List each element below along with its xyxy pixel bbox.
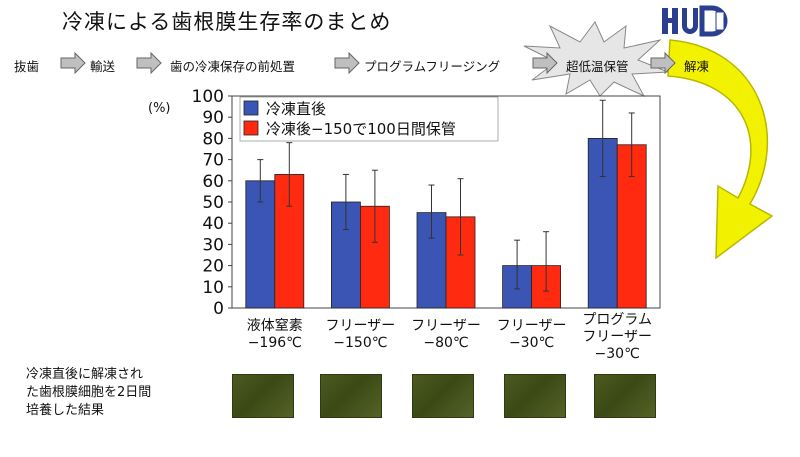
caption-line: 冷凍直後に解凍され	[26, 367, 144, 382]
caption-line: 培養した結果	[26, 403, 105, 418]
caption-line: た歯根膜細胞を2日間	[26, 385, 152, 400]
flow-step-thaw: 解凍	[684, 59, 710, 74]
x-tick-label: フリーザー −80℃	[411, 318, 481, 351]
flow-step-extraction: 抜歯	[14, 59, 40, 74]
x-tick-label: 液体窒素 −196℃	[246, 318, 303, 351]
y-tick-label: 80	[202, 129, 224, 149]
y-tick-label: 60	[202, 172, 224, 192]
legend-swatch	[243, 120, 259, 136]
y-tick-label: 100	[192, 87, 224, 107]
y-tick-label: 70	[202, 151, 224, 171]
flow-arrow-icon	[60, 52, 86, 74]
y-tick-label: 90	[202, 108, 224, 128]
cell-culture-image-1	[232, 374, 294, 418]
legend-label: 冷凍後−150で100日間保管	[266, 120, 456, 138]
hud-logo-icon	[662, 5, 728, 37]
cell-culture-image-4	[504, 374, 566, 418]
flow-step-storage: 超低温保管	[566, 59, 629, 74]
y-tick-label: 50	[202, 193, 224, 213]
y-tick-label: 40	[202, 214, 224, 234]
flow-arrow-icon	[334, 52, 360, 74]
flow-arrow-icon	[650, 52, 676, 74]
y-tick-label: 10	[202, 278, 224, 298]
curved-arrow-icon	[667, 39, 774, 260]
legend-label: 冷凍直後	[266, 100, 326, 118]
cell-culture-image-2	[320, 374, 382, 418]
y-axis-unit-label: (%)	[148, 101, 171, 116]
flow-arrow-icon	[136, 52, 162, 74]
y-tick-label: 0	[213, 299, 224, 319]
flow-arrow-icon	[532, 52, 558, 74]
x-tick-label: フリーザー −30℃	[496, 318, 567, 351]
cell-culture-image-3	[412, 374, 474, 418]
y-tick-label: 20	[202, 257, 224, 277]
flow-step-program-freezing: プログラムフリージング	[364, 59, 501, 74]
caption: 冷凍直後に解凍され た歯根膜細胞を2日間 培養した結果	[26, 366, 151, 420]
x-tick-label: フリーザー −150℃	[325, 318, 396, 351]
y-tick-label: 30	[202, 235, 224, 255]
x-tick-label: プログラム フリーザー −30℃	[582, 312, 653, 362]
flow-step-transport: 輸送	[90, 59, 116, 74]
legend-swatch	[243, 100, 259, 116]
cell-culture-image-5	[594, 374, 656, 418]
legend-box	[239, 96, 499, 142]
page-title: 冷凍による歯根膜生存率のまとめ	[62, 10, 392, 34]
flow-step-pretreatment: 歯の冷凍保存の前処置	[170, 59, 296, 74]
